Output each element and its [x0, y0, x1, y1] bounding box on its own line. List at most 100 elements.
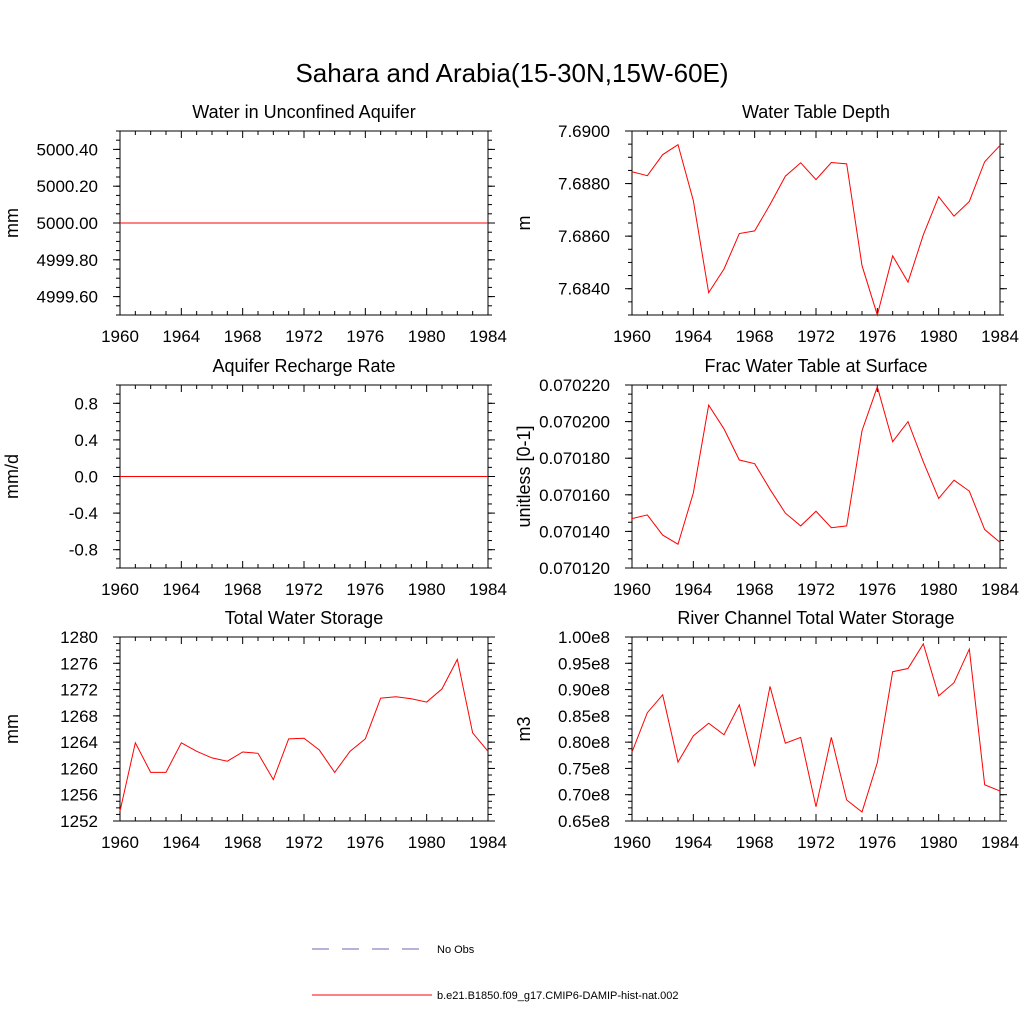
y-tick-label: 0.070200 [539, 413, 610, 432]
y-tick-label: 1260 [60, 759, 98, 778]
y-tick-label: 0.0 [74, 468, 98, 487]
legend-item-1: No Obs [312, 944, 475, 956]
y-tick-label: -0.8 [69, 541, 98, 560]
panel-5: Total Water Storage mm 1960 1964 1968 1972 197… [2, 608, 507, 852]
y-axis-label: m [514, 216, 534, 231]
x-tick-label: 1968 [736, 580, 774, 599]
y-tick-label: 5000.40 [37, 140, 98, 159]
x-tick-label: 1980 [920, 327, 958, 346]
x-tick-label: 1960 [613, 327, 651, 346]
x-tick-label: 1976 [858, 327, 896, 346]
x-tick-label: 1964 [674, 580, 712, 599]
y-tick-label: 0.070140 [539, 522, 610, 541]
y-axis-label: mm [2, 208, 22, 238]
y-tick-label: 0.070220 [539, 376, 610, 395]
data-series-line [631, 143, 1001, 317]
x-tick-label: 1960 [613, 580, 651, 599]
x-tick-label: 1976 [858, 833, 896, 852]
x-tick-label: 1984 [469, 833, 507, 852]
panel-2: Water Table Depth m 1960 1964 1968 1972 1976 19… [514, 102, 1019, 346]
legend: No Obs b.e21.B1850.f09_g17.CMIP6-DAMIP-hi… [312, 944, 679, 1002]
x-tick-label: 1976 [858, 580, 896, 599]
y-tick-label: 5000.20 [37, 177, 98, 196]
panel-1: Water in Unconfined Aquifer mm 1960 1964 196… [2, 102, 507, 346]
x-tick-label: 1960 [101, 327, 139, 346]
panel-title: River Channel Total Water Storage [677, 608, 954, 628]
x-tick-label: 1980 [408, 327, 446, 346]
y-tick-label: 7.6840 [558, 280, 610, 299]
panel-title: Water Table Depth [742, 102, 890, 122]
y-axis-label: mm/d [2, 454, 22, 499]
y-axis-label: unitless [0-1] [514, 425, 534, 527]
y-tick-label: 1268 [60, 707, 98, 726]
y-tick-label: 1276 [60, 654, 98, 673]
legend-label: No Obs [437, 944, 475, 956]
y-tick-label: 1264 [60, 733, 98, 752]
y-tick-label: 1252 [60, 812, 98, 831]
panel-6: River Channel Total Water Storage m3 1960 1… [514, 608, 1019, 852]
x-tick-label: 1968 [224, 580, 262, 599]
x-tick-label: 1972 [797, 327, 835, 346]
x-tick-label: 1960 [613, 833, 651, 852]
x-tick-label: 1976 [346, 833, 384, 852]
y-tick-label: 0.65e8 [558, 812, 610, 831]
y-tick-label: 0.070160 [539, 486, 610, 505]
y-tick-label: 4999.60 [37, 288, 98, 307]
plot-frame [119, 636, 489, 822]
x-tick-label: 1972 [797, 833, 835, 852]
data-series-line [631, 642, 1001, 813]
x-tick-label: 1984 [469, 327, 507, 346]
panel-3: Aquifer Recharge Rate mm/d 1960 1964 1968 197… [2, 356, 507, 599]
x-tick-label: 1976 [346, 327, 384, 346]
x-tick-label: 1968 [736, 327, 774, 346]
y-tick-label: 0.80e8 [558, 733, 610, 752]
y-tick-label: 7.6860 [558, 227, 610, 246]
panel-title: Frac Water Table at Surface [704, 356, 927, 376]
x-tick-label: 1976 [346, 580, 384, 599]
x-tick-label: 1968 [224, 327, 262, 346]
data-series-line [631, 385, 1001, 545]
x-tick-label: 1960 [101, 580, 139, 599]
panel-title: Total Water Storage [225, 608, 383, 628]
plot-frame [631, 130, 1001, 316]
x-tick-label: 1980 [408, 833, 446, 852]
x-tick-label: 1984 [981, 327, 1019, 346]
y-tick-label: 0.75e8 [558, 759, 610, 778]
x-tick-label: 1980 [920, 833, 958, 852]
y-tick-label: 1272 [60, 681, 98, 700]
x-tick-label: 1984 [981, 580, 1019, 599]
y-tick-label: 0.85e8 [558, 707, 610, 726]
x-tick-label: 1964 [674, 833, 712, 852]
panel-4: Frac Water Table at Surface unitless [0-1… [514, 356, 1019, 599]
x-tick-label: 1964 [162, 327, 200, 346]
x-tick-label: 1964 [674, 327, 712, 346]
y-tick-label: 7.6900 [558, 122, 610, 141]
y-tick-label: -0.4 [69, 504, 98, 523]
page-title: Sahara and Arabia(15-30N,15W-60E) [295, 58, 728, 88]
data-series-line [119, 657, 489, 812]
y-tick-label: 0.90e8 [558, 681, 610, 700]
x-tick-label: 1968 [736, 833, 774, 852]
x-tick-label: 1984 [981, 833, 1019, 852]
y-tick-label: 7.6880 [558, 175, 610, 194]
y-tick-label: 0.070180 [539, 449, 610, 468]
y-tick-label: 0.4 [74, 431, 98, 450]
y-tick-label: 1280 [60, 628, 98, 647]
y-tick-label: 0.70e8 [558, 786, 610, 805]
y-tick-label: 0.95e8 [558, 654, 610, 673]
y-tick-label: 1256 [60, 786, 98, 805]
legend-label: b.e21.B1850.f09_g17.CMIP6-DAMIP-hist-nat… [437, 990, 679, 1002]
y-axis-label: mm [2, 714, 22, 744]
y-tick-label: 1.00e8 [558, 628, 610, 647]
panel-title: Water in Unconfined Aquifer [192, 102, 415, 122]
x-tick-label: 1972 [285, 580, 323, 599]
x-tick-label: 1980 [408, 580, 446, 599]
plot-frame [631, 384, 1001, 569]
x-tick-label: 1964 [162, 580, 200, 599]
x-tick-label: 1980 [920, 580, 958, 599]
panel-title: Aquifer Recharge Rate [212, 356, 395, 376]
x-tick-label: 1960 [101, 833, 139, 852]
x-tick-label: 1984 [469, 580, 507, 599]
y-tick-label: 0.8 [74, 394, 98, 413]
